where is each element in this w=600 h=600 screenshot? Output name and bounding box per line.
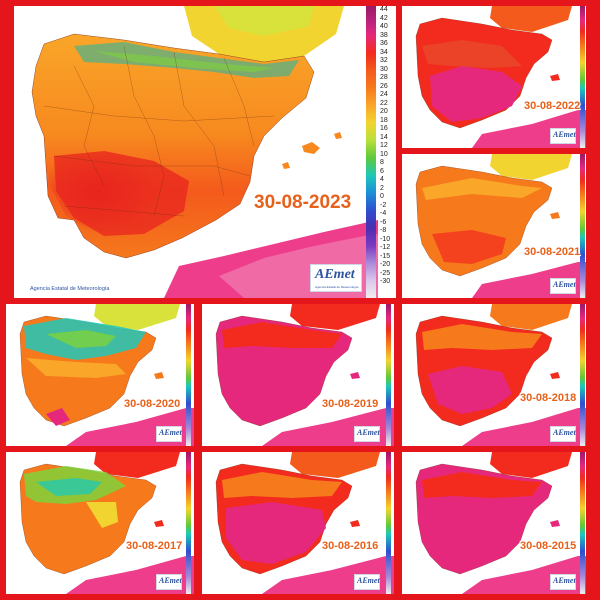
aemet-logo: AEmet [550, 574, 576, 590]
aemet-logo: AEmet [550, 128, 576, 144]
legend-tick: 34 [380, 48, 388, 56]
panel-date-2022: 30-08-2022 [524, 100, 581, 112]
aemet-logo: AEmet [354, 574, 380, 590]
legend-labels: 44 42 40 38 36 34 32 30 28 26 24 22 20 1… [380, 6, 396, 298]
aemet-logo: AEmet [550, 278, 576, 294]
temperature-map-2023 [14, 6, 378, 298]
legend-tick: -6 [380, 218, 387, 226]
temperature-legend-small [386, 452, 391, 594]
map-panel-2018: 30-08-2018 AEmet [402, 304, 586, 446]
temperature-map-2015 [402, 452, 586, 594]
legend-tick: 10 [380, 150, 388, 158]
legend-tick: 30 [380, 65, 388, 73]
legend-tick: 24 [380, 91, 388, 98]
aemet-logo: AEmet [156, 426, 182, 442]
legend-tick: 44 [380, 6, 388, 13]
temperature-legend-small [580, 452, 585, 594]
legend-tick: 4 [380, 176, 384, 183]
aemet-logo-mark: AEmet [553, 576, 576, 585]
map-panel-2021: 30-08-2021 AEmet [402, 154, 586, 298]
aemet-logo: AEmet Agencia Estatal de Meteorología [310, 264, 362, 292]
temperature-map-2020 [6, 304, 194, 446]
legend-tick: 8 [380, 159, 384, 166]
temperature-legend [366, 6, 376, 298]
aemet-logo: AEmet [354, 426, 380, 442]
temperature-map-2017 [6, 452, 194, 594]
legend-tick: 38 [380, 31, 388, 39]
legend-tick: 36 [380, 40, 388, 47]
legend-tick: 6 [380, 167, 384, 175]
map-panel-2020: 30-08-2020 AEmet [6, 304, 194, 446]
legend-tick: 20 [380, 108, 388, 115]
temperature-map-2019 [202, 304, 394, 446]
legend-tick: -10 [380, 235, 391, 243]
legend-tick: 14 [380, 133, 388, 141]
temperature-legend-small [386, 304, 391, 446]
legend-tick: -20 [380, 261, 391, 268]
aemet-logo-mark: AEmet [159, 428, 182, 437]
legend-tick: -30 [380, 278, 391, 285]
map-panel-2016: 30-08-2016 AEmet [202, 452, 394, 594]
panel-date-2017: 30-08-2017 [126, 540, 183, 552]
aemet-logo-mark: AEmet [553, 130, 576, 139]
legend-tick: -25 [380, 269, 391, 277]
legend-tick: 2 [380, 184, 384, 192]
temperature-map-2022 [402, 6, 586, 148]
aemet-logo-mark: AEmet [357, 576, 380, 585]
legend-tick: 42 [380, 14, 388, 22]
aemet-logo: AEmet [156, 574, 182, 590]
panel-date-2016: 30-08-2016 [322, 540, 379, 552]
legend-tick: -2 [380, 201, 387, 209]
panel-date-2023: 30-08-2023 [254, 192, 352, 213]
temperature-legend-small [580, 304, 585, 446]
map-panel-2019: 30-08-2019 AEmet [202, 304, 394, 446]
map-panel-2015: 30-08-2015 AEmet [402, 452, 586, 594]
panel-date-2015: 30-08-2015 [520, 540, 577, 552]
map-panel-2023: 44 42 40 38 36 34 32 30 28 26 24 22 20 1… [14, 6, 396, 298]
legend-tick: 32 [380, 57, 388, 64]
legend-tick: 16 [380, 125, 388, 132]
panel-date-2019: 30-08-2019 [322, 398, 379, 410]
temperature-map-2018 [402, 304, 586, 446]
aemet-logo-subtitle: Agencia Estatal de Meteorología [315, 285, 359, 289]
panel-date-2021: 30-08-2021 [524, 246, 581, 258]
legend-tick: 18 [380, 116, 388, 124]
legend-tick: -12 [380, 244, 391, 251]
aemet-logo-mark: AEmet [357, 428, 380, 437]
map-panel-2022: 30-08-2022 AEmet [402, 6, 586, 148]
aemet-logo-mark: AEmet [553, 280, 576, 289]
temperature-legend-small [186, 304, 191, 446]
map-panel-2017: 30-08-2017 AEmet [6, 452, 194, 594]
legend-tick: -8 [380, 227, 387, 234]
legend-tick: -15 [380, 252, 391, 260]
temperature-legend-small [580, 154, 585, 298]
aemet-logo-mark: AEmet [315, 267, 355, 282]
legend-tick: 26 [380, 82, 388, 90]
legend-tick: 40 [380, 23, 388, 30]
legend-tick: 28 [380, 74, 388, 81]
legend-tick: 12 [380, 142, 388, 149]
aemet-logo-mark: AEmet [553, 428, 576, 437]
aemet-logo: AEmet [550, 426, 576, 442]
temperature-map-2021 [402, 154, 586, 298]
legend-tick: 22 [380, 99, 388, 107]
legend-tick: 0 [380, 193, 384, 200]
agency-label: Agencia Estatal de Meteorología [30, 286, 110, 292]
panel-date-2020: 30-08-2020 [124, 398, 181, 410]
legend-tick: -4 [380, 210, 387, 217]
temperature-map-2016 [202, 452, 394, 594]
temperature-legend-small [580, 6, 585, 148]
aemet-logo-mark: AEmet [159, 576, 182, 585]
panel-date-2018: 30-08-2018 [520, 392, 577, 404]
temperature-legend-small [186, 452, 191, 594]
balearic-islands [302, 142, 320, 154]
